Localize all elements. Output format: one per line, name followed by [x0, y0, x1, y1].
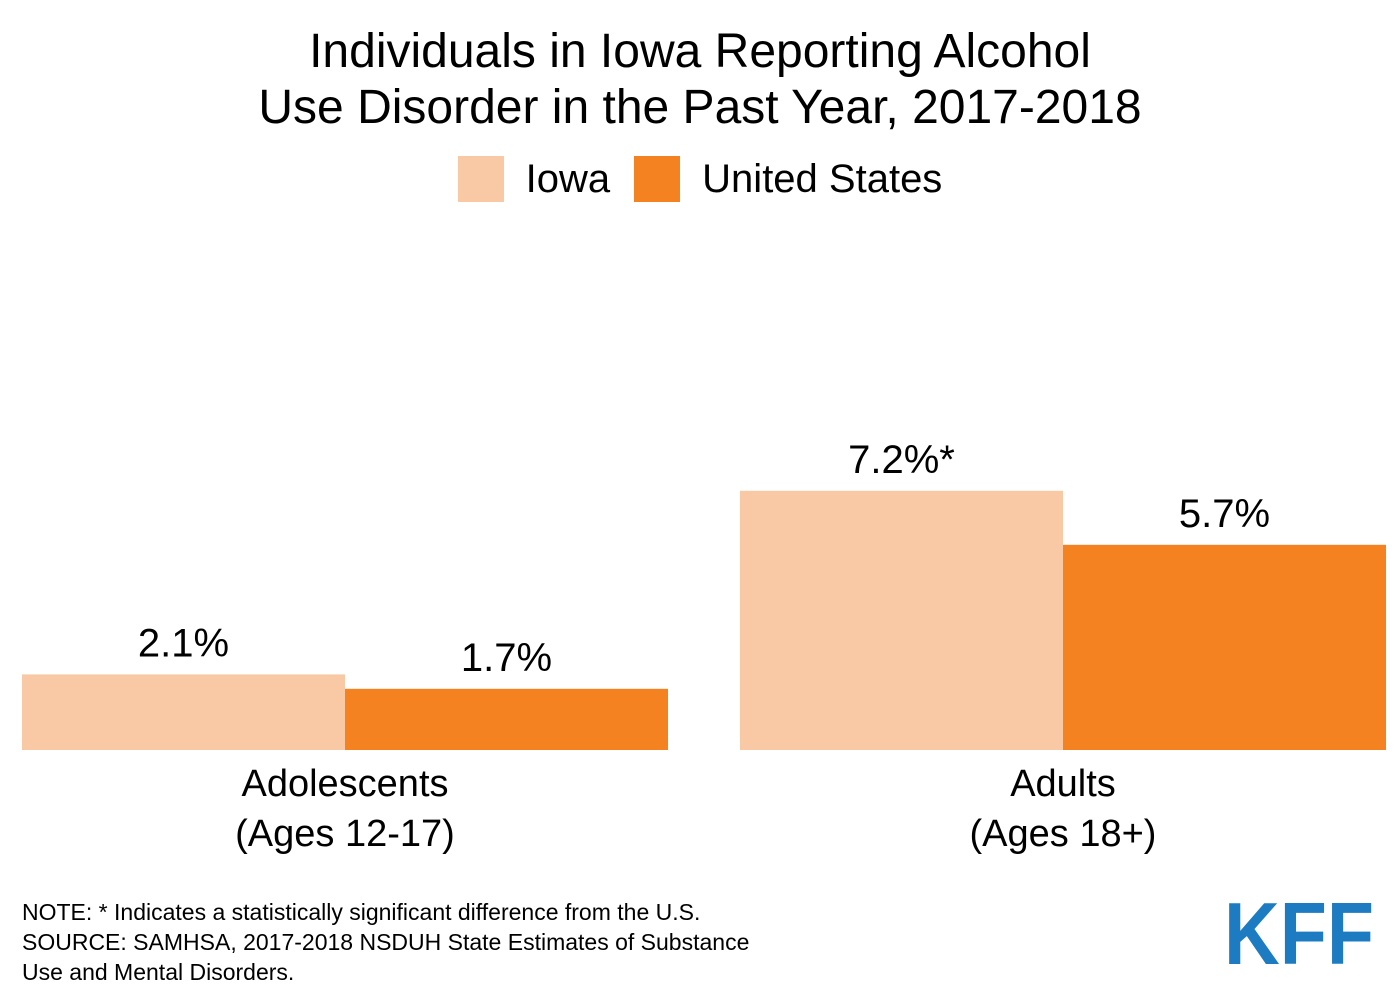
chart-title-line-2: Use Disorder in the Past Year, 2017-2018 [258, 81, 1142, 134]
legend-item-united-states: United States [634, 156, 942, 202]
category-sublabel-adolescents: (Ages 12-17) [235, 813, 455, 855]
bar-adolescents-united-states [345, 688, 668, 750]
footer-source-line-2: Use and Mental Disorders. [22, 959, 295, 985]
data-label-adults-iowa: 7.2%* [848, 438, 955, 482]
kff-logo: KFF [1224, 884, 1374, 983]
category-label-adolescents: Adolescents [241, 763, 448, 805]
legend: Iowa United States [0, 156, 1400, 202]
bar-adolescents-iowa [22, 674, 345, 750]
legend-item-iowa: Iowa [457, 156, 611, 202]
data-label-adolescents-iowa: 2.1% [138, 621, 229, 665]
legend-label-iowa: Iowa [525, 156, 611, 201]
legend-label-united-states: United States [702, 156, 943, 201]
chart-title-line-1: Individuals in Iowa Reporting Alcohol [309, 25, 1091, 78]
kff-logo-mark: KFF [1224, 884, 1374, 983]
category-sublabel-adults: (Ages 18+) [970, 813, 1157, 855]
chart-title: Individuals in Iowa Reporting Alcohol Us… [0, 24, 1400, 136]
data-label-adults-united-states: 5.7% [1179, 492, 1270, 536]
data-label-adolescents-united-states: 1.7% [461, 636, 552, 680]
bar-adults-iowa [740, 490, 1063, 750]
footer: NOTE: * Indicates a statistically signif… [22, 897, 922, 987]
category-label-adults: Adults [1010, 763, 1116, 805]
bar-adults-united-states [1063, 544, 1386, 750]
footer-note: NOTE: * Indicates a statistically signif… [22, 899, 701, 925]
kff-logo-text: KFF [1224, 898, 1374, 966]
footer-source-line-1: SOURCE: SAMHSA, 2017-2018 NSDUH State Es… [22, 929, 750, 955]
legend-swatch-united-states [634, 156, 681, 202]
legend-swatch-iowa [457, 156, 504, 202]
